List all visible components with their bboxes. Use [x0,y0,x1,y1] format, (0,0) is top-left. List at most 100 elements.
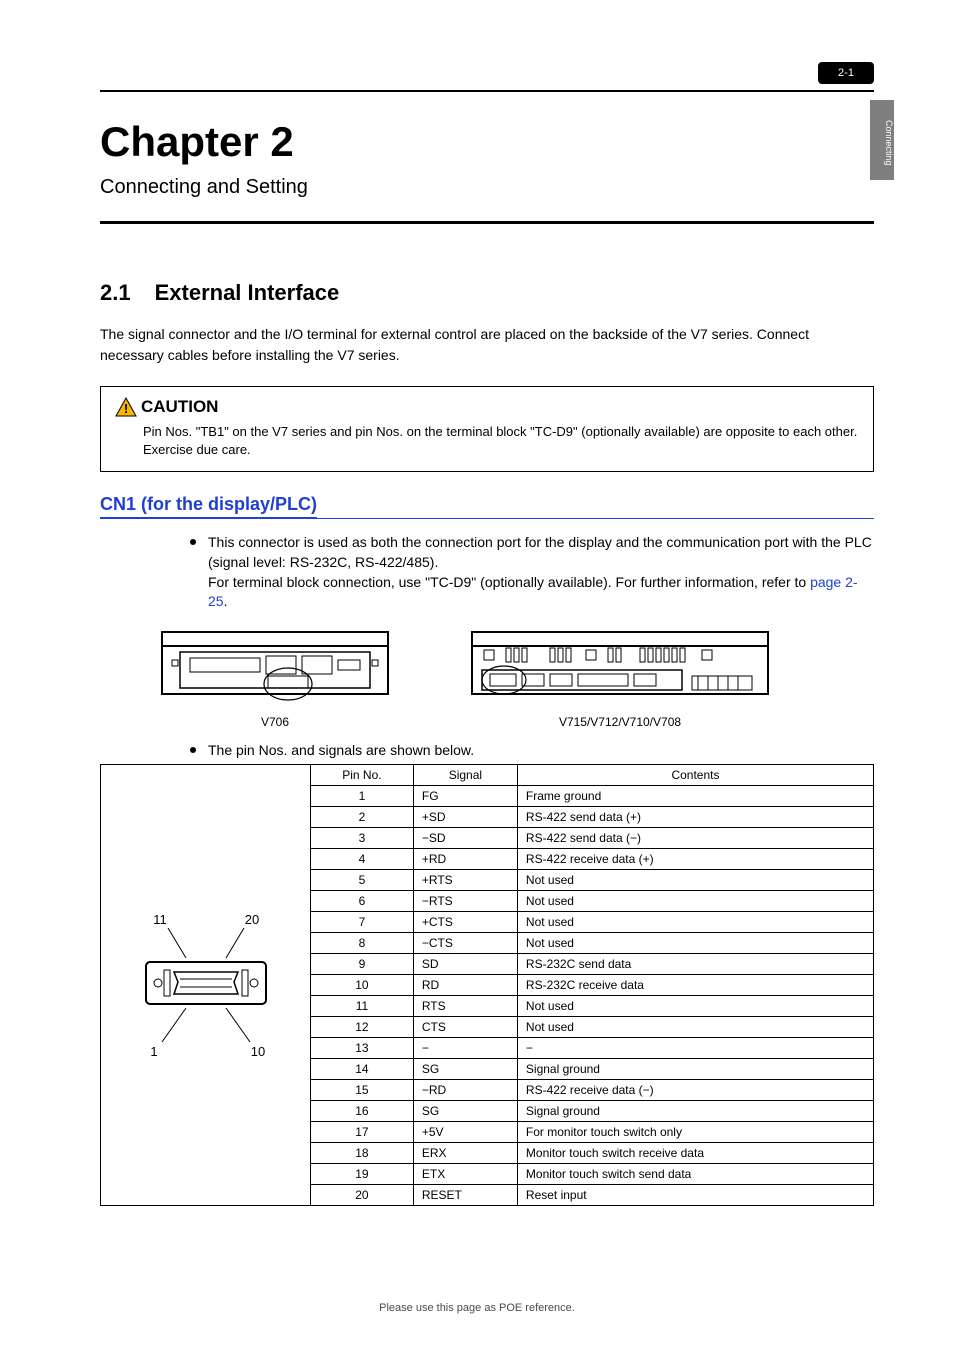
pin-table-area: 11 20 1 10 Pin No. Signal Contents [100,764,874,1206]
caution-body: Pin Nos. "TB1" on the V7 series and pin … [115,423,859,459]
th-contents: Contents [517,765,873,786]
table-row: 6−RTSNot used [311,891,874,912]
td-pinno: 3 [311,828,414,849]
section-title: External Interface [155,280,340,306]
td-contents: Not used [517,912,873,933]
table-row: 18ERXMonitor touch switch receive data [311,1143,874,1164]
section-no: 2.1 [100,280,131,306]
th-pinno: Pin No. [311,765,414,786]
bullet2-text: The pin Nos. and signals are shown below… [208,741,474,761]
footer: Please use this page as POE reference. [0,1302,954,1314]
td-contents: Monitor touch switch receive data [517,1143,873,1164]
bullet-dot-icon [190,747,196,753]
td-contents: Signal ground [517,1101,873,1122]
td-contents: Not used [517,1017,873,1038]
table-row: 1FGFrame ground [311,786,874,807]
side-tab: Connecting [870,100,894,180]
td-signal: −CTS [413,933,517,954]
td-pinno: 12 [311,1017,414,1038]
td-contents: For monitor touch switch only [517,1122,873,1143]
td-pinno: 1 [311,786,414,807]
td-signal: RTS [413,996,517,1017]
td-contents: − [517,1038,873,1059]
td-pinno: 10 [311,975,414,996]
table-row: 8−CTSNot used [311,933,874,954]
td-signal: +RTS [413,870,517,891]
pin-table: Pin No. Signal Contents 1FGFrame ground2… [310,764,874,1206]
table-row: 4+RDRS-422 receive data (+) [311,849,874,870]
svg-text:!: ! [124,401,128,416]
td-contents: Frame ground [517,786,873,807]
td-contents: Not used [517,996,873,1017]
td-signal: −RD [413,1080,517,1101]
td-signal: −RTS [413,891,517,912]
td-signal: +SD [413,807,517,828]
td-signal: SD [413,954,517,975]
diagram-left-caption: V706 [160,715,390,729]
td-signal: SG [413,1101,517,1122]
td-pinno: 4 [311,849,414,870]
table-row: 10RDRS-232C receive data [311,975,874,996]
td-contents: RS-232C send data [517,954,873,975]
td-pinno: 19 [311,1164,414,1185]
td-pinno: 7 [311,912,414,933]
td-contents: Not used [517,891,873,912]
td-pinno: 11 [311,996,414,1017]
warning-icon: ! [115,397,137,417]
td-pinno: 15 [311,1080,414,1101]
td-pinno: 5 [311,870,414,891]
td-pinno: 17 [311,1122,414,1143]
td-signal: ETX [413,1164,517,1185]
table-row: 14SGSignal ground [311,1059,874,1080]
table-row: 16SGSignal ground [311,1101,874,1122]
td-pinno: 20 [311,1185,414,1206]
intro-text: The signal connector and the I/O termina… [100,324,874,366]
td-signal: SG [413,1059,517,1080]
table-row: 17+5VFor monitor touch switch only [311,1122,874,1143]
td-signal: RESET [413,1185,517,1206]
table-row: 19ETXMonitor touch switch send data [311,1164,874,1185]
td-pinno: 16 [311,1101,414,1122]
td-signal: − [413,1038,517,1059]
diagram-right-caption: V715/V712/V710/V708 [470,715,770,729]
subhead: CN1 (for the display/PLC) [100,494,874,532]
td-contents: RS-422 receive data (−) [517,1080,873,1101]
table-row: 13−− [311,1038,874,1059]
td-contents: RS-232C receive data [517,975,873,996]
table-row: 2+SDRS-422 send data (+) [311,807,874,828]
table-row: 5+RTSNot used [311,870,874,891]
bullet-2: The pin Nos. and signals are shown below… [190,741,874,761]
pin-label-11: 11 [153,912,167,927]
td-contents: RS-422 send data (+) [517,807,873,828]
td-pinno: 14 [311,1059,414,1080]
td-signal: −SD [413,828,517,849]
td-signal: +CTS [413,912,517,933]
bullet-dot-icon [190,539,196,545]
caution-label: CAUTION [141,397,218,417]
td-pinno: 8 [311,933,414,954]
diagram-row: V706 V715/V [160,626,874,729]
chapter-subtitle: Connecting and Setting [100,176,874,199]
td-contents: Monitor touch switch send data [517,1164,873,1185]
td-signal: +RD [413,849,517,870]
top-rule [100,90,874,92]
bullet1b-tail: . [224,593,228,609]
pin-label-20: 20 [244,912,258,927]
td-signal: ERX [413,1143,517,1164]
pin-label-1: 1 [150,1044,157,1059]
page-tab: 2-1 [818,62,874,84]
td-pinno: 6 [311,891,414,912]
td-contents: Not used [517,870,873,891]
td-pinno: 13 [311,1038,414,1059]
td-contents: RS-422 send data (−) [517,828,873,849]
mid-rule [100,221,874,224]
th-signal: Signal [413,765,517,786]
td-pinno: 18 [311,1143,414,1164]
pin-diagram: 11 20 1 10 [100,764,310,1206]
table-row: 3−SDRS-422 send data (−) [311,828,874,849]
chapter-title: Chapter 2 [100,118,874,166]
td-pinno: 9 [311,954,414,975]
bullet1a-text: This connector is used as both the conne… [208,534,872,570]
td-pinno: 2 [311,807,414,828]
diagram-left: V706 [160,626,390,729]
